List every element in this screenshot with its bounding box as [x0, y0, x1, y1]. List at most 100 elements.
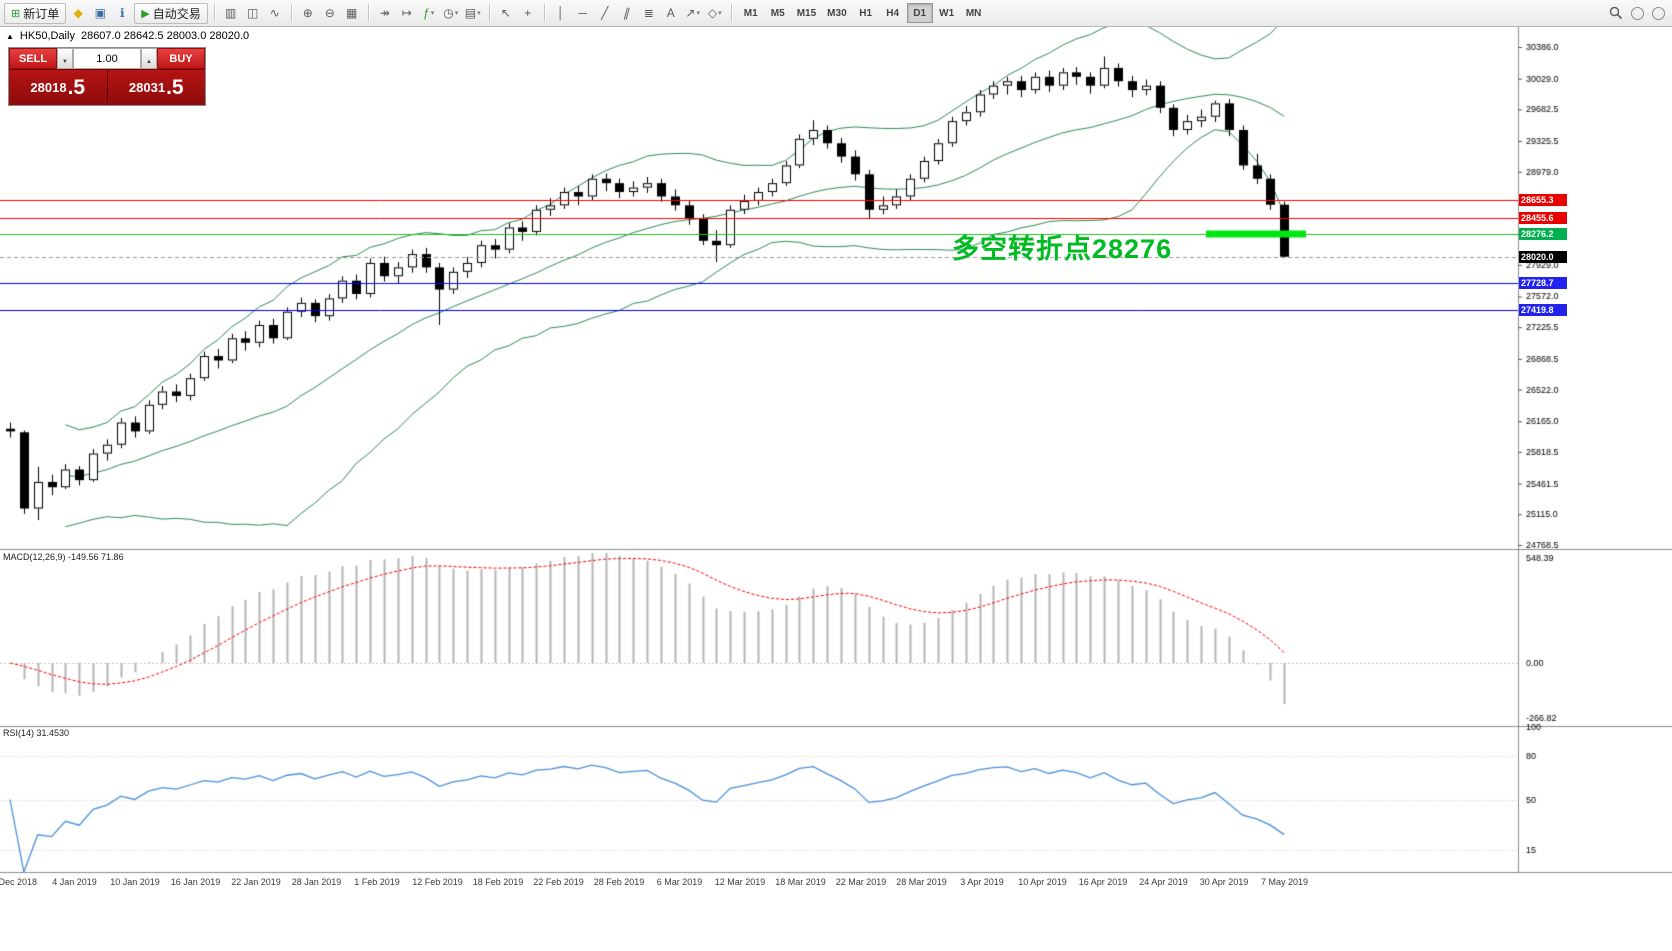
chart-title: ▲ HK50,Daily 28607.0 28642.5 28003.0 280…	[6, 30, 249, 42]
toolbar-separator	[367, 4, 369, 22]
date-label: 28 Jan 2019	[291, 877, 342, 887]
ohlc-values: 28607.0 28642.5 28003.0 28020.0	[80, 30, 250, 42]
new-order-label: 新订单	[23, 6, 60, 21]
date-label: 24 Apr 2019	[1139, 877, 1188, 887]
search-icon[interactable]	[1606, 3, 1626, 23]
price-tag: 28020.0	[1519, 250, 1567, 263]
date-label: 22 Mar 2019	[835, 877, 887, 887]
date-label: 4 Jan 2019	[52, 877, 97, 887]
buy-price-frac: .5	[166, 76, 184, 99]
toolbar-separator	[290, 4, 292, 22]
indicators-button[interactable]: ƒ ▾	[423, 6, 435, 20]
arrows-tool-icon[interactable]: ↗ ▾	[685, 6, 700, 20]
help-icon[interactable]	[1652, 6, 1665, 20]
trendline-tool-icon[interactable]: ╱	[601, 6, 609, 20]
templates-button[interactable]: ▤ ▾	[464, 6, 481, 20]
date-label: 22 Jan 2019	[231, 877, 281, 887]
horizontal-line-tool-icon[interactable]: ─	[578, 6, 587, 20]
grid-icon[interactable]: ▦	[346, 6, 358, 20]
volume-down-button[interactable]: ▼	[57, 48, 73, 69]
price-tag: 28455.6	[1519, 212, 1567, 225]
date-label: 8 Dec 2018	[0, 877, 38, 887]
caret-down-icon: ▼	[62, 59, 68, 65]
play-icon: ▶	[141, 7, 150, 20]
timeframe-button-h1[interactable]: H1	[853, 3, 879, 23]
zoom-in-icon[interactable]: ⊕	[302, 6, 313, 20]
sell-price-frac: .5	[67, 76, 86, 99]
sell-price-main: 28018	[30, 80, 67, 95]
sell-button[interactable]: SELL	[9, 48, 57, 69]
buy-price-display[interactable]: 28031 .5	[107, 69, 205, 105]
vertical-line-tool-icon[interactable]: │	[556, 6, 565, 20]
auto-scroll-icon[interactable]: ↠	[379, 6, 390, 20]
chart-area: ▲ HK50,Daily 28607.0 28642.5 28003.0 280…	[0, 27, 1672, 951]
timeframe-button-m15[interactable]: M15	[792, 3, 821, 23]
date-label: 28 Feb 2019	[593, 877, 645, 887]
candlestick-mode-icon[interactable]: ◫	[247, 6, 259, 20]
date-label: 10 Apr 2019	[1018, 877, 1067, 887]
crosshair-tool-icon[interactable]: +	[524, 6, 532, 20]
zoom-out-icon[interactable]: ⊖	[324, 6, 335, 20]
date-label: 18 Mar 2019	[775, 877, 826, 887]
timeframe-button-m1[interactable]: M1	[738, 3, 764, 23]
price-tag: 28276.2	[1519, 228, 1567, 241]
volume-input[interactable]	[73, 48, 141, 69]
new-order-button[interactable]: ⊞ 新订单	[4, 2, 67, 24]
timeframe-group: M1 M5 M15 M30 H1 H4 D1 W1 MN	[738, 3, 987, 23]
channel-tool-icon[interactable]: ∥	[621, 6, 632, 20]
one-click-trading-panel: SELL ▼ ▲ BUY 28018 .5 28031 .5	[8, 47, 206, 106]
symbol-label: HK50,Daily	[19, 30, 75, 42]
one-click-prices: 28018 .5 28031 .5	[9, 69, 205, 105]
rsi-indicator-label: RSI(14) 31.4530	[3, 728, 70, 738]
date-label: 7 May 2019	[1260, 877, 1309, 887]
community-icon[interactable]	[1631, 6, 1644, 20]
date-label: 22 Feb 2019	[533, 877, 584, 887]
turning-point-annotation: 多空转折点28276	[952, 234, 1173, 264]
date-label: 6 Mar 2019	[656, 877, 703, 887]
date-label: 30 Apr 2019	[1199, 877, 1249, 887]
cursor-tool-icon[interactable]: ↖	[500, 6, 511, 20]
buy-button[interactable]: BUY	[157, 48, 205, 69]
chart-window-icon[interactable]: ▣	[94, 6, 106, 20]
toolbar: ⊞ 新订单 ◆ ▣ ℹ ▶ 自动交易 ▥ ◫ ∿ ⊕ ⊖ ▦ ↠ ↦ ƒ ▾ ◷ ▾…	[0, 0, 1672, 27]
chevron-down-icon: ▾	[696, 10, 700, 17]
date-label: 12 Feb 2019	[412, 877, 463, 887]
timeframe-button-h4[interactable]: H4	[880, 3, 906, 23]
date-label: 18 Feb 2019	[472, 877, 524, 887]
toolbar-separator	[543, 4, 545, 22]
timeframe-button-d1[interactable]: D1	[906, 3, 933, 23]
chevron-down-icon: ▾	[477, 10, 481, 17]
buy-price-main: 28031	[128, 80, 166, 95]
date-label: 10 Jan 2019	[110, 877, 160, 887]
volume-up-button[interactable]: ▲	[141, 48, 157, 69]
toolbar-separator	[730, 4, 732, 22]
chevron-down-icon: ▾	[454, 10, 459, 17]
price-tag: 27419.8	[1519, 303, 1567, 316]
text-tool-icon[interactable]: A	[666, 6, 675, 20]
auto-trading-label: 自动交易	[152, 6, 201, 21]
timeframe-button-m30[interactable]: M30	[822, 3, 851, 23]
date-label: 28 Mar 2019	[896, 877, 947, 887]
toolbar-separator	[488, 4, 490, 22]
new-chart-icon[interactable]: ◆	[73, 6, 83, 20]
timeframe-button-m5[interactable]: M5	[765, 3, 791, 23]
bar-chart-mode-icon[interactable]: ▥	[225, 6, 237, 20]
caret-up-icon: ▲	[146, 59, 152, 65]
date-label: 3 Apr 2019	[960, 877, 1004, 887]
date-label: 16 Jan 2019	[170, 877, 221, 887]
line-chart-mode-icon[interactable]: ∿	[269, 6, 280, 20]
chart-shift-icon[interactable]: ↦	[401, 6, 412, 20]
up-triangle-icon: ▲	[6, 32, 14, 41]
toolbar-separator	[213, 4, 215, 22]
one-click-controls: SELL ▼ ▲ BUY	[9, 48, 205, 69]
sell-price-display[interactable]: 28018 .5	[9, 69, 107, 105]
periods-button[interactable]: ◷ ▾	[443, 6, 459, 20]
data-window-icon[interactable]: ℹ	[119, 6, 125, 20]
timeframe-button-w1[interactable]: W1	[934, 3, 960, 23]
fibonacci-tool-icon[interactable]: ≣	[643, 6, 654, 20]
timeframe-button-mn[interactable]: MN	[961, 3, 987, 23]
price-chart-canvas[interactable]	[0, 27, 1672, 951]
shapes-tool-icon[interactable]: ◇ ▾	[707, 6, 722, 20]
chevron-down-icon: ▾	[718, 10, 722, 17]
auto-trading-button[interactable]: ▶ 自动交易	[134, 2, 208, 24]
